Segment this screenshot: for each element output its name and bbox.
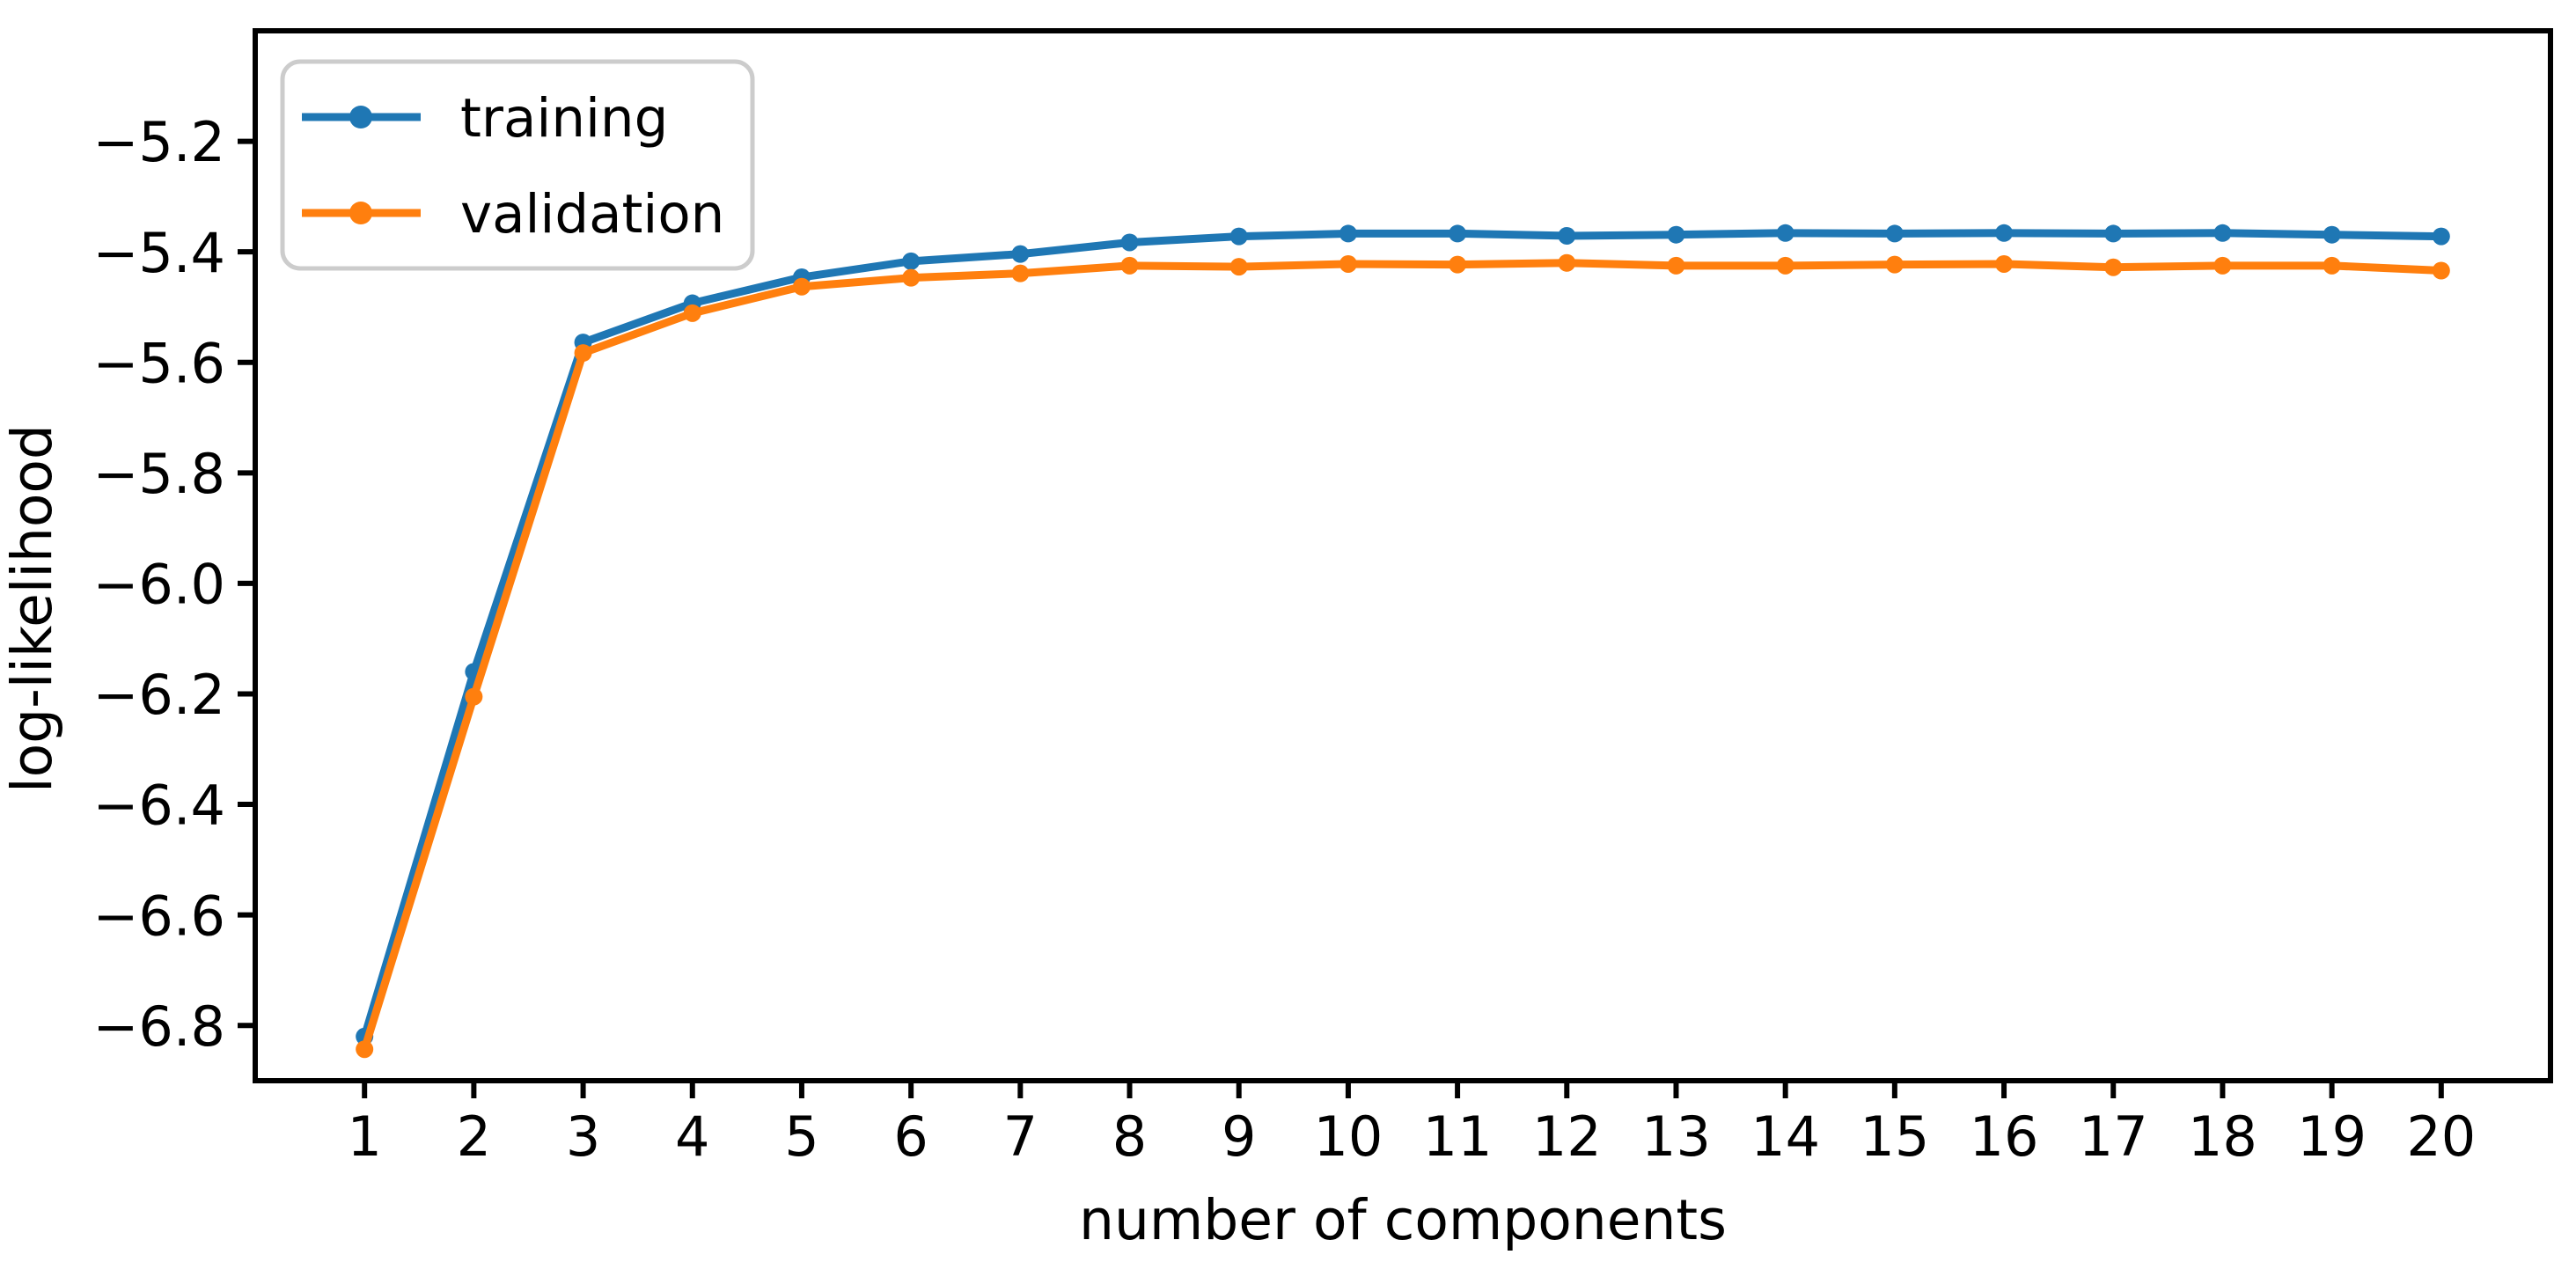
validation-series-line: [360, 259, 2446, 1053]
y-tick-label: −6.8: [92, 994, 225, 1059]
y-tick-label: −5.8: [92, 442, 225, 506]
y-tick-label: −6.2: [92, 663, 225, 727]
training-series-marker: [902, 252, 921, 270]
legend-label: validation: [460, 183, 724, 246]
training-series: [356, 224, 2450, 1046]
validation-series: [356, 253, 2450, 1059]
x-tick-label: 7: [1003, 1104, 1038, 1169]
validation-series-marker: [792, 277, 811, 296]
x-tick-label: 18: [2188, 1104, 2257, 1169]
validation-series-marker: [356, 1040, 374, 1059]
validation-series-marker: [683, 304, 701, 322]
x-tick-label: 5: [784, 1104, 818, 1169]
y-axis-label: log-likelihood: [0, 424, 64, 793]
x-tick-label: 2: [457, 1104, 491, 1169]
x-tick-label: 6: [893, 1104, 928, 1169]
validation-series-marker: [1449, 255, 1467, 274]
legend-label: training: [460, 87, 668, 150]
x-tick-label: 17: [2079, 1104, 2148, 1169]
y-tick-label: −6.4: [92, 774, 225, 838]
x-tick-label: 12: [1532, 1104, 1602, 1169]
x-tick-label: 4: [675, 1104, 709, 1169]
y-tick-label: −5.2: [92, 110, 225, 174]
legend-sample-marker: [349, 106, 372, 128]
x-tick-label: 15: [1860, 1104, 1929, 1169]
training-series-marker: [1339, 224, 1357, 243]
validation-series-marker: [465, 687, 483, 706]
x-tick-label: 16: [1970, 1104, 2039, 1169]
y-tick-label: −5.6: [92, 331, 225, 395]
x-tick-label: 1: [347, 1104, 381, 1169]
legend: training validation: [280, 59, 755, 271]
validation-series-marker: [1558, 253, 1576, 272]
validation-series-marker: [1776, 256, 1794, 275]
training-series-marker: [1120, 233, 1139, 252]
training-series-marker: [1776, 224, 1794, 242]
validation-series-marker: [1011, 264, 1030, 282]
y-axis: −5.2 −5.4 −5.6 −5.8 −6.0 −6.2 −6.4 −6.6 −6.8: [92, 110, 255, 1059]
x-tick-label: 13: [1641, 1104, 1711, 1169]
legend-entry-training: training: [302, 87, 668, 150]
validation-series-marker: [902, 268, 921, 287]
validation-series-marker: [1885, 255, 1904, 274]
validation-series-marker: [2432, 261, 2450, 280]
x-tick-label: 20: [2406, 1104, 2476, 1169]
validation-series-marker: [1667, 256, 1685, 275]
x-tick-label: 10: [1313, 1104, 1383, 1169]
training-series-marker: [1449, 224, 1467, 243]
legend-sample-marker: [349, 202, 372, 224]
x-axis: 1 2 3 4 5 6 7 8 9 10 11 12 13 14 15 16 17 18 19 20: [347, 1081, 2476, 1169]
training-series-marker: [1885, 224, 1904, 243]
validation-series-marker: [2213, 256, 2232, 275]
training-series-marker: [1558, 226, 1576, 245]
validation-series-marker: [1339, 254, 1357, 273]
training-series-marker: [1667, 225, 1685, 244]
validation-series-marker: [1995, 254, 2014, 273]
training-series-marker: [1229, 227, 1248, 246]
validation-series-marker: [2323, 256, 2341, 275]
training-series-marker: [2323, 225, 2341, 244]
x-tick-label: 11: [1423, 1104, 1493, 1169]
x-tick-label: 19: [2297, 1104, 2367, 1169]
training-series-marker: [2432, 227, 2450, 246]
validation-series-marker: [574, 344, 592, 363]
validation-series-marker: [1229, 258, 1248, 276]
y-tick-label: −5.4: [92, 221, 225, 285]
training-series-line: [360, 229, 2446, 1041]
validation-series-marker: [2104, 258, 2123, 276]
training-series-marker: [2213, 224, 2232, 242]
x-tick-label: 9: [1222, 1104, 1256, 1169]
x-tick-label: 8: [1112, 1104, 1147, 1169]
x-tick-label: 3: [566, 1104, 600, 1169]
training-series-marker: [2104, 224, 2123, 243]
x-axis-label: number of components: [1079, 1188, 1727, 1252]
legend-entry-validation: validation: [302, 183, 724, 246]
x-tick-label: 14: [1750, 1104, 1820, 1169]
training-series-marker: [1011, 245, 1030, 263]
plot-border: [253, 28, 2553, 1083]
y-tick-label: −6.6: [92, 884, 225, 948]
training-series-marker: [1995, 224, 2014, 242]
validation-series-marker: [1120, 256, 1139, 275]
y-tick-label: −6.0: [92, 553, 225, 617]
